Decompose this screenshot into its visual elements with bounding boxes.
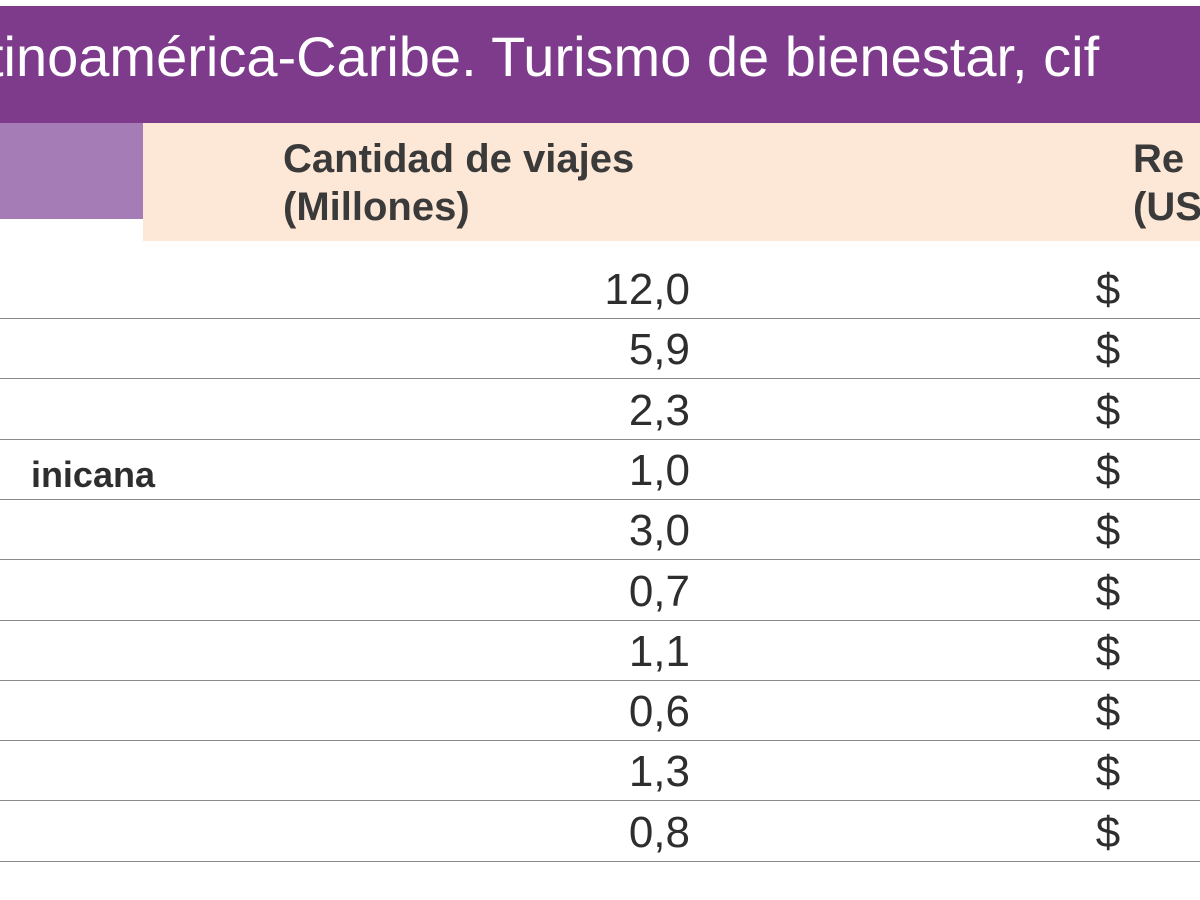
table-row: inicana 1,0 $	[0, 440, 1200, 500]
table-title-bar: tinoamérica-Caribe. Turismo de bienestar…	[0, 0, 1200, 123]
trips-cell: 2,3	[628, 385, 690, 435]
currency-cell: $	[1095, 566, 1121, 616]
currency-cell: $	[1095, 325, 1121, 375]
currency-cell: $	[1095, 265, 1121, 314]
trips-cell: 1,1	[628, 626, 690, 676]
trips-cell: 0,6	[628, 687, 690, 737]
currency-cell: $	[1095, 807, 1121, 857]
trips-cell: 5,9	[628, 325, 690, 375]
revenue-header-line2: (US	[1133, 185, 1200, 229]
trips-cell: 1,0	[628, 445, 690, 495]
currency-cell: $	[1095, 506, 1121, 556]
trips-cell: 3,0	[628, 506, 690, 556]
currency-cell: $	[1095, 385, 1121, 435]
table-row: 2,3 $	[0, 380, 1200, 440]
table-row: 12,0 $	[0, 259, 1200, 319]
table-row: 0,7 $	[0, 561, 1200, 621]
trips-header-line2: (Millones)	[283, 185, 470, 229]
header-band	[143, 123, 1200, 241]
currency-cell: $	[1095, 747, 1121, 797]
trips-cell: 12,0	[604, 265, 690, 314]
currency-cell: $	[1095, 445, 1121, 495]
table-row: 0,6 $	[0, 681, 1200, 742]
trips-cell: 0,7	[628, 566, 690, 616]
table-row: 0,8 $	[0, 802, 1200, 862]
trips-header-line1: Cantidad de viajes	[283, 137, 635, 181]
revenue-column-header: Re (US	[1133, 135, 1200, 231]
table-row: 3,0 $	[0, 500, 1200, 561]
table-title: tinoamérica-Caribe. Turismo de bienestar…	[0, 25, 1100, 88]
trips-cell: 0,8	[628, 807, 690, 857]
country-column-header	[0, 123, 143, 219]
currency-cell: $	[1095, 626, 1121, 676]
trips-cell: 1,3	[628, 747, 690, 797]
table-row: 5,9 $	[0, 319, 1200, 380]
table-row: 1,3 $	[0, 741, 1200, 802]
trips-column-header: Cantidad de viajes (Millones)	[283, 135, 634, 231]
currency-cell: $	[1095, 687, 1121, 737]
table-row: 1,1 $	[0, 621, 1200, 681]
revenue-header-line1: Re	[1133, 137, 1185, 181]
country-cell: inicana	[30, 453, 155, 495]
